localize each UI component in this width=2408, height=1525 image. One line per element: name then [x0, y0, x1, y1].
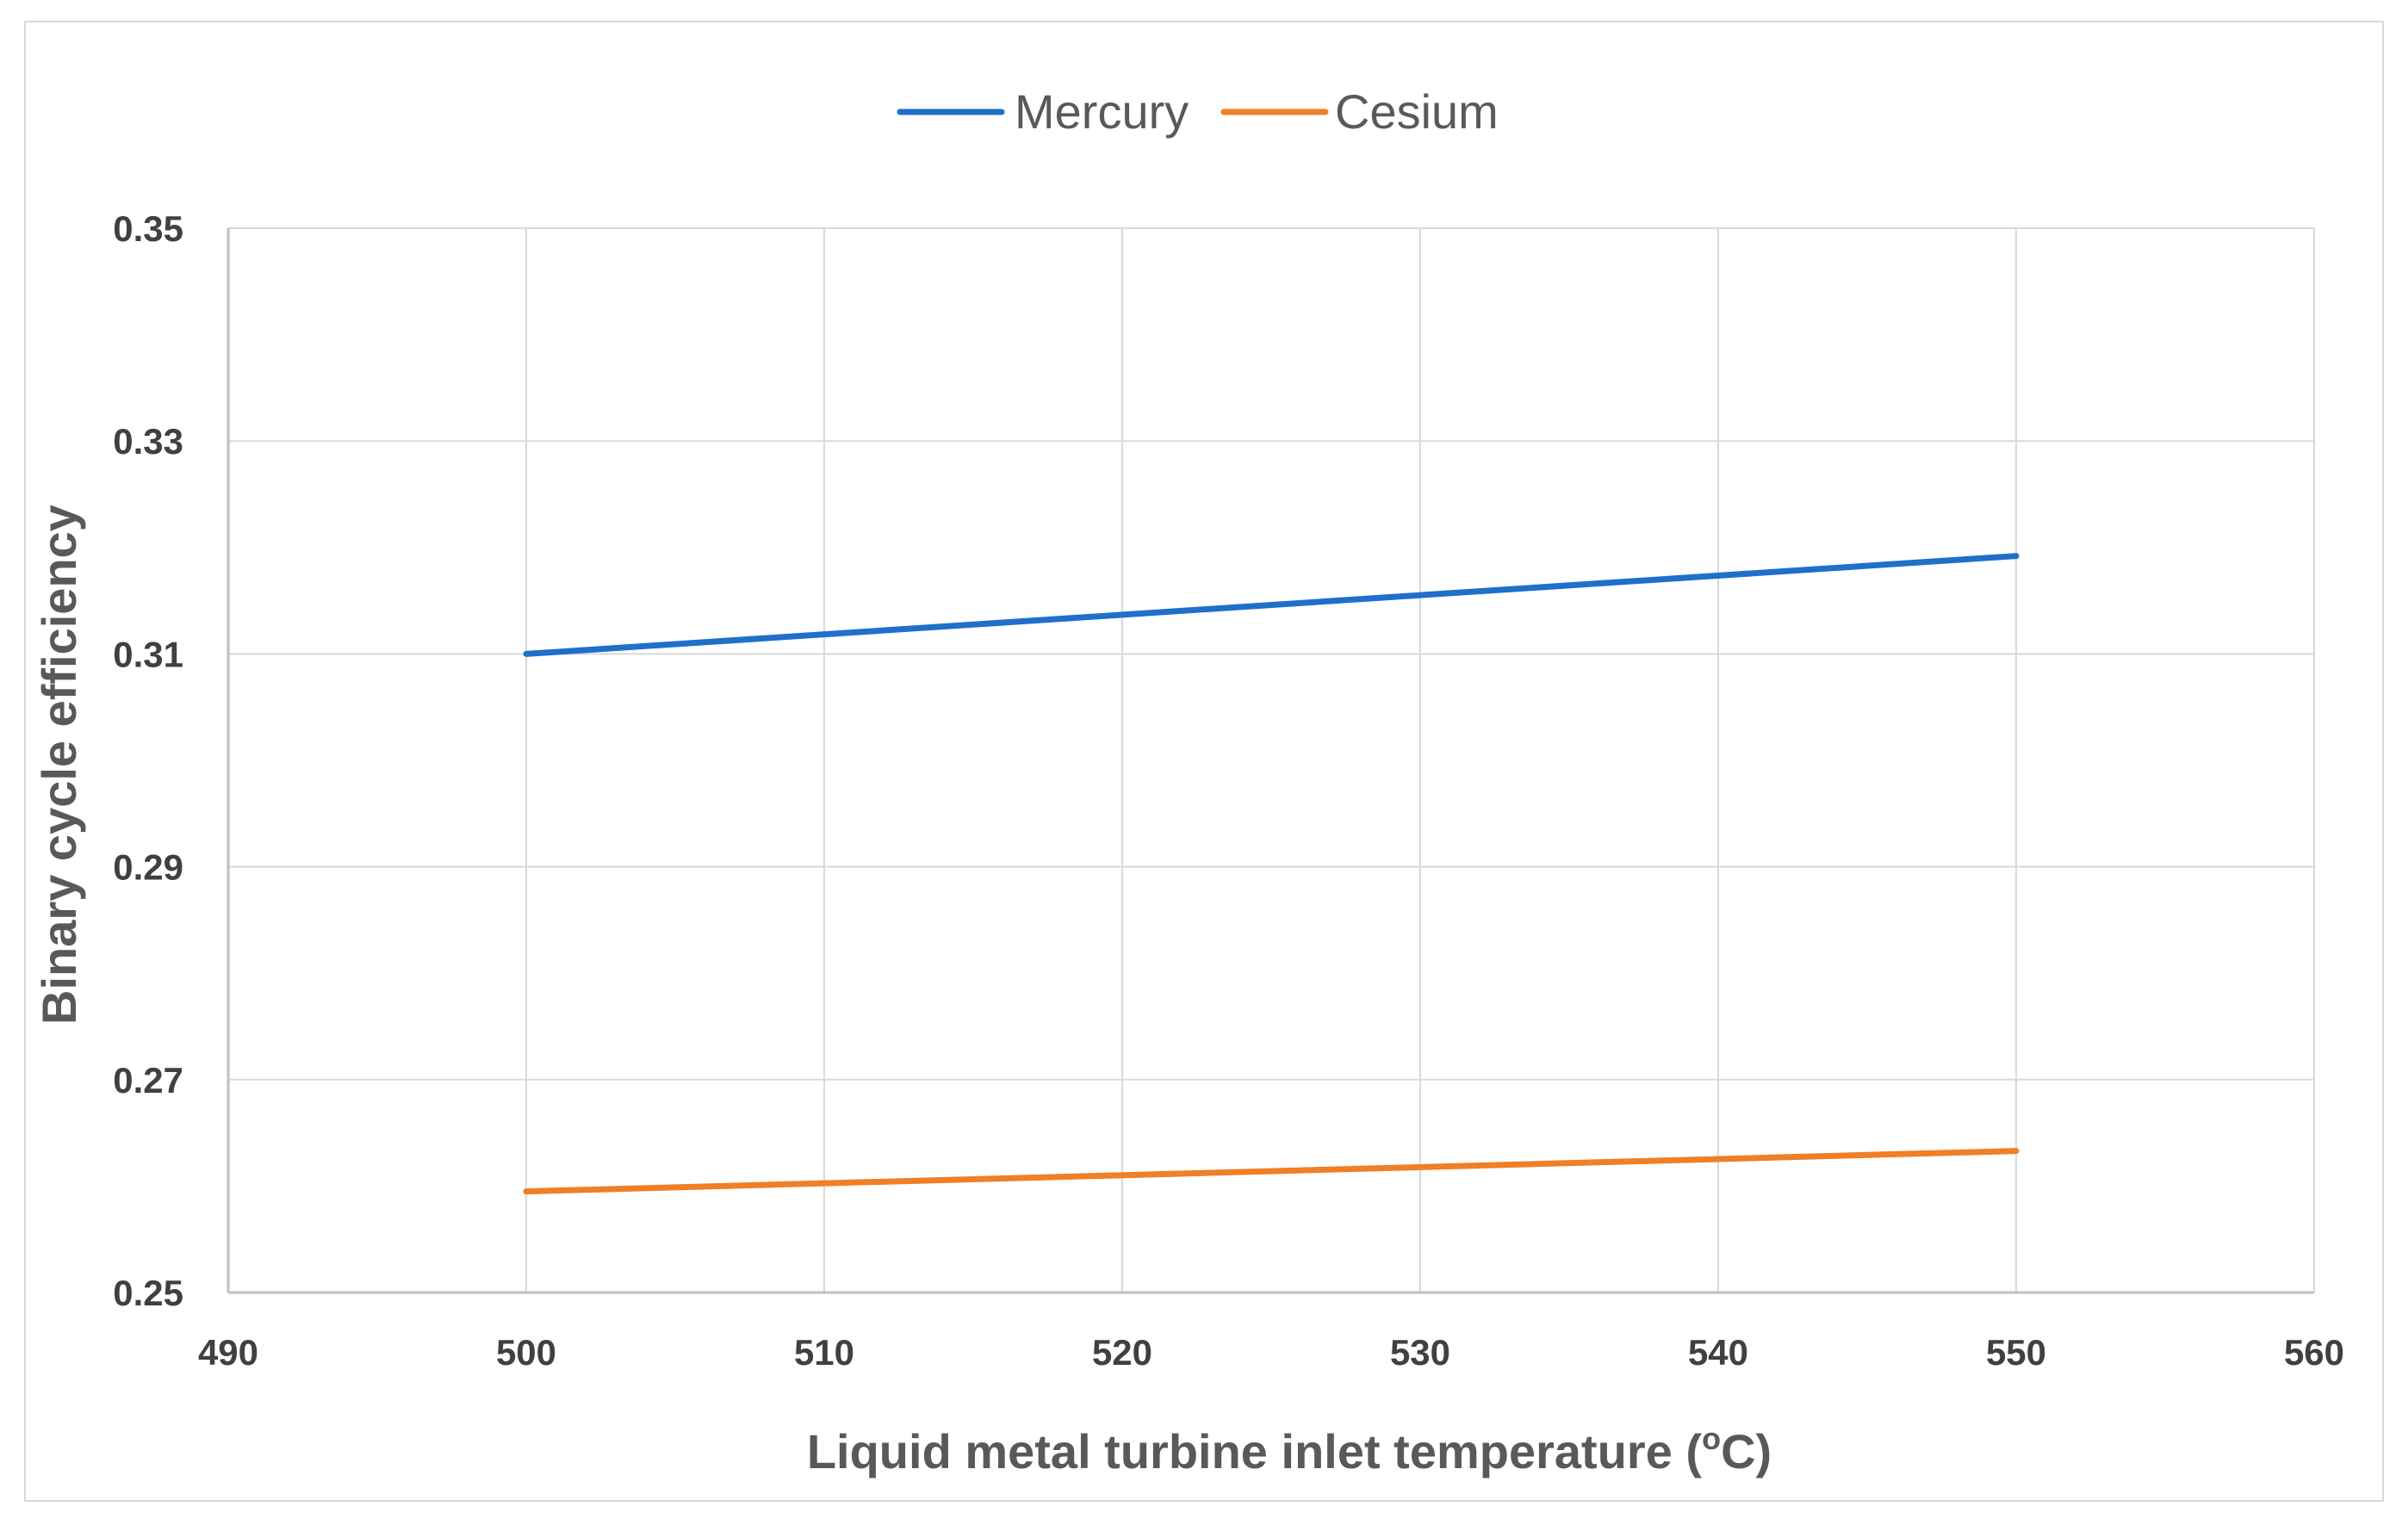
y-tick-label: 0.27 — [113, 1060, 183, 1100]
grid-layer — [227, 227, 2315, 1293]
y-tick-label: 0.33 — [113, 421, 183, 462]
legend-label-mercury: Mercury — [1015, 84, 1188, 139]
y-axis-title: Binary cycle efficiency — [32, 505, 86, 1025]
legend: Mercury Cesium — [897, 84, 1499, 139]
x-tick-label: 560 — [2284, 1332, 2344, 1373]
y-tick-label: 0.31 — [113, 634, 183, 674]
y-tick-label: 0.25 — [113, 1273, 183, 1313]
axis-layer — [227, 228, 2314, 1294]
x-tick-label: 520 — [1092, 1332, 1152, 1373]
chart-frame — [24, 21, 2384, 1502]
x-tick-label: 530 — [1390, 1332, 1450, 1373]
x-tick-label: 490 — [198, 1332, 258, 1373]
series-line-cesium — [523, 1148, 2020, 1195]
series-line-mercury — [523, 553, 2020, 657]
y-tick-label: 0.29 — [113, 847, 183, 888]
tick-layer: 490 500 510 520 530 540 550 560 0.25 0.27 0.29 0.31… — [113, 208, 2344, 1373]
x-tick-label: 550 — [1986, 1332, 2046, 1373]
x-tick-label: 540 — [1688, 1332, 1748, 1373]
x-tick-label: 510 — [794, 1332, 854, 1373]
legend-label-cesium: Cesium — [1335, 84, 1499, 139]
x-tick-label: 500 — [496, 1332, 556, 1373]
series-layer — [523, 553, 2020, 1195]
y-tick-label: 0.35 — [113, 208, 183, 249]
x-axis-title: Liquid metal turbine inlet temperature (… — [807, 1421, 1772, 1479]
